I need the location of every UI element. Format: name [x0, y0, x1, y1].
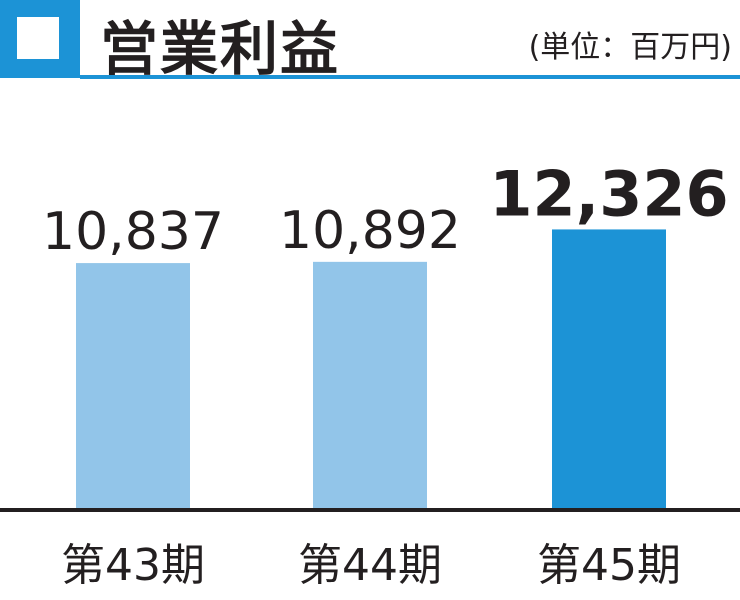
title-marker-square — [0, 0, 80, 78]
value-label-1: 10,837 — [42, 202, 224, 262]
category-label-2: 第44期 — [298, 540, 442, 591]
bar-1 — [76, 263, 190, 508]
bar-2 — [313, 261, 427, 508]
chart-title: 営業利益 — [100, 15, 341, 83]
x-axis-baseline — [0, 508, 740, 512]
value-label-3: 12,326 — [489, 157, 728, 230]
title-marker-inner — [17, 17, 59, 59]
unit-label: (単位：百万円) — [528, 30, 732, 65]
category-label-3: 第45期 — [537, 540, 681, 591]
value-label-2: 10,892 — [279, 201, 461, 261]
header-rule — [80, 75, 740, 79]
category-label-1: 第43期 — [61, 540, 205, 591]
bar-3 — [552, 229, 666, 508]
